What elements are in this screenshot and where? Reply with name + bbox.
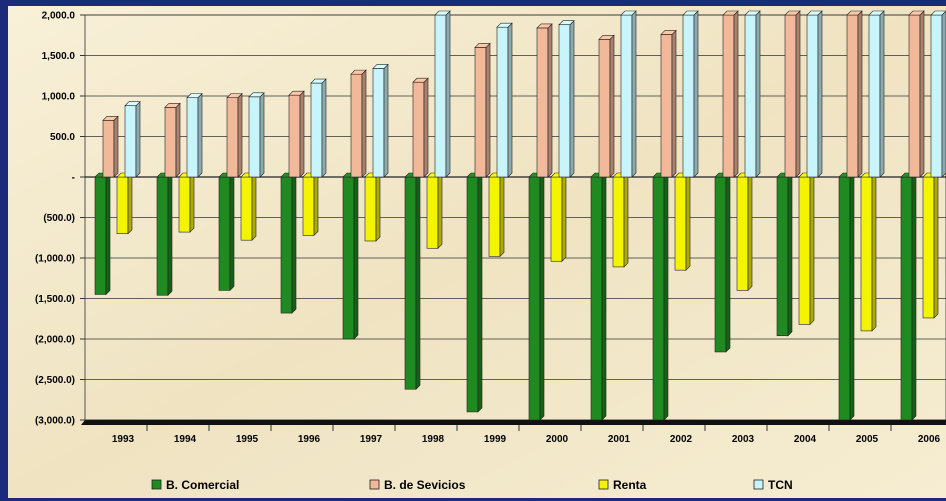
bar-b-comercial-1994 <box>156 172 173 296</box>
bar-renta-1993 <box>116 172 133 235</box>
bar-tcn-1998 <box>434 10 451 178</box>
x-tick-label: 1999 <box>484 434 507 445</box>
y-tick-label: 1,000.0 <box>42 92 76 103</box>
bar-renta-2005 <box>860 172 877 332</box>
bar-tcn-1994 <box>186 92 203 178</box>
bar-tcn-1996 <box>310 78 327 178</box>
chart-floor <box>81 420 946 425</box>
bar-tcn-2001 <box>620 10 637 178</box>
y-tick-label: (1,000.0) <box>35 254 75 265</box>
legend-label: B. de Sevicios <box>384 478 466 492</box>
bar-b-comercial-1996 <box>280 172 297 314</box>
bar-tcn-2005 <box>868 10 885 178</box>
x-tick-label: 1994 <box>174 434 197 445</box>
bar-tcn-2003 <box>744 10 761 178</box>
bar-renta-2000 <box>550 172 567 262</box>
legend-swatch <box>369 479 380 490</box>
bar-b-comercial-1999 <box>466 172 483 413</box>
bar-b-de-sevicios-2000 <box>536 23 553 178</box>
legend-swatch <box>598 479 609 490</box>
legend-label: B. Comercial <box>166 478 239 492</box>
bar-b-de-sevicios-2004 <box>784 10 801 178</box>
bars <box>94 10 946 421</box>
y-tick-label: 500.0 <box>50 132 75 143</box>
bar-b-de-sevicios-2006 <box>908 10 925 178</box>
bar-renta-1994 <box>178 172 195 233</box>
bar-tcn-2002 <box>682 10 699 178</box>
bar-b-de-sevicios-2003 <box>722 10 739 178</box>
x-tick-label: 2003 <box>732 434 755 445</box>
axes: 2,000.0 1,500.0 1,000.0 500.0 - (500.0) (1,000… <box>35 11 941 446</box>
bar-tcn-1995 <box>248 92 265 178</box>
x-tick-label: 2005 <box>856 434 879 445</box>
bar-b-de-sevicios-2005 <box>846 10 863 178</box>
x-tick-label: 2006 <box>918 434 941 445</box>
bar-renta-2002 <box>674 172 691 271</box>
bar-b-de-sevicios-1995 <box>226 92 243 178</box>
bar-b-de-sevicios-1998 <box>412 77 429 178</box>
bar-b-de-sevicios-1993 <box>102 115 119 178</box>
legend-item: B. Comercial <box>151 478 239 492</box>
bar-b-comercial-2001 <box>590 172 607 421</box>
bar-b-de-sevicios-1997 <box>350 69 367 178</box>
y-tick-label: (500.0) <box>43 213 75 224</box>
bar-tcn-1993 <box>124 100 141 178</box>
x-tick-label: 1996 <box>298 434 321 445</box>
x-tick-label: 1995 <box>236 434 259 445</box>
legend: B. Comercial B. de Sevicios Renta TCN <box>151 478 793 492</box>
bar-renta-1997 <box>364 172 381 242</box>
y-tick-label: (2,000.0) <box>35 335 75 346</box>
y-tick-label: 2,000.0 <box>42 11 76 22</box>
x-tick-label: 1993 <box>112 434 135 445</box>
legend-item: B. de Sevicios <box>369 478 466 492</box>
bar-tcn-2000 <box>558 19 575 178</box>
x-tick-label: 2002 <box>670 434 693 445</box>
bar-b-de-sevicios-1996 <box>288 90 305 178</box>
bar-tcn-1997 <box>372 63 389 178</box>
legend-item: Renta <box>598 478 647 492</box>
legend-label: Renta <box>613 478 647 492</box>
bar-tcn-1999 <box>496 22 513 178</box>
bar-b-comercial-2002 <box>652 172 669 421</box>
bar-b-comercial-2003 <box>714 172 731 353</box>
y-tick-label: (3,000.0) <box>35 416 75 427</box>
y-tick-label: (1,500.0) <box>35 294 75 305</box>
bar-renta-2004 <box>798 172 815 326</box>
bar-b-comercial-2004 <box>776 172 793 337</box>
bar-tcn-2006 <box>930 10 946 178</box>
bar-renta-1998 <box>426 172 443 250</box>
bar-b-comercial-1997 <box>342 172 359 340</box>
x-tick-label: 2004 <box>794 434 817 445</box>
bar-b-comercial-2000 <box>528 172 545 421</box>
bar-b-de-sevicios-2001 <box>598 34 615 178</box>
bar-b-comercial-1993 <box>94 172 111 296</box>
bar-renta-2003 <box>736 172 753 292</box>
bar-renta-1996 <box>302 172 319 237</box>
bar-b-comercial-2005 <box>838 172 855 421</box>
bar-b-comercial-2006 <box>900 172 917 421</box>
bar-b-comercial-1998 <box>404 172 421 390</box>
x-tick-label: 2001 <box>608 434 631 445</box>
bar-renta-2006 <box>922 172 939 319</box>
bar-renta-1995 <box>240 172 257 241</box>
x-tick-label: 1997 <box>360 434 383 445</box>
bar-tcn-2004 <box>806 10 823 178</box>
bar-renta-2001 <box>612 172 629 268</box>
y-tick-label: (2,500.0) <box>35 375 75 386</box>
x-tick-label: 1998 <box>422 434 445 445</box>
legend-swatch <box>753 479 764 490</box>
bar-b-de-sevicios-1999 <box>474 42 491 178</box>
x-tick-label: 2000 <box>546 434 569 445</box>
legend-label: TCN <box>768 478 793 492</box>
legend-item: TCN <box>753 478 793 492</box>
bar-b-de-sevicios-2002 <box>660 29 677 178</box>
bar-b-comercial-1995 <box>218 172 235 292</box>
y-tick-label: 1,500.0 <box>42 51 76 62</box>
y-tick-label: - <box>72 173 75 184</box>
bar-renta-1999 <box>488 172 505 258</box>
bar-b-de-sevicios-1994 <box>164 102 181 178</box>
legend-swatch <box>151 479 162 490</box>
